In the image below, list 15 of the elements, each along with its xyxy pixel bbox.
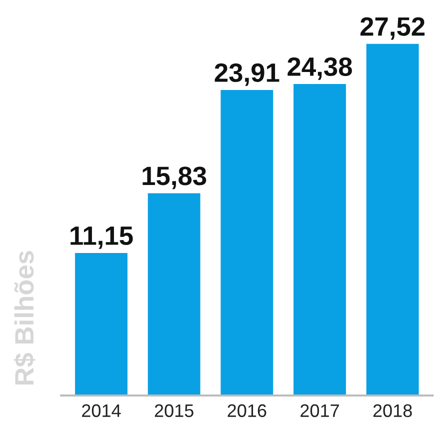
- bar: [148, 193, 200, 396]
- data-label: 15,83: [142, 166, 206, 190]
- data-label: 27,52: [360, 17, 425, 40]
- x-tick-label: 2018: [373, 404, 412, 418]
- data-label: 24,38: [288, 57, 352, 80]
- bar: [75, 253, 128, 396]
- data-label: 11,15: [70, 226, 133, 249]
- data-label: 23,91: [214, 63, 280, 86]
- bar: [220, 90, 274, 396]
- bar: [366, 44, 419, 396]
- x-tick-label: 2017: [300, 404, 339, 418]
- x-tick-label: 2014: [82, 404, 121, 418]
- x-tick-label: 2016: [228, 404, 266, 418]
- bar: [294, 84, 346, 396]
- x-tick-label: 2015: [154, 404, 194, 418]
